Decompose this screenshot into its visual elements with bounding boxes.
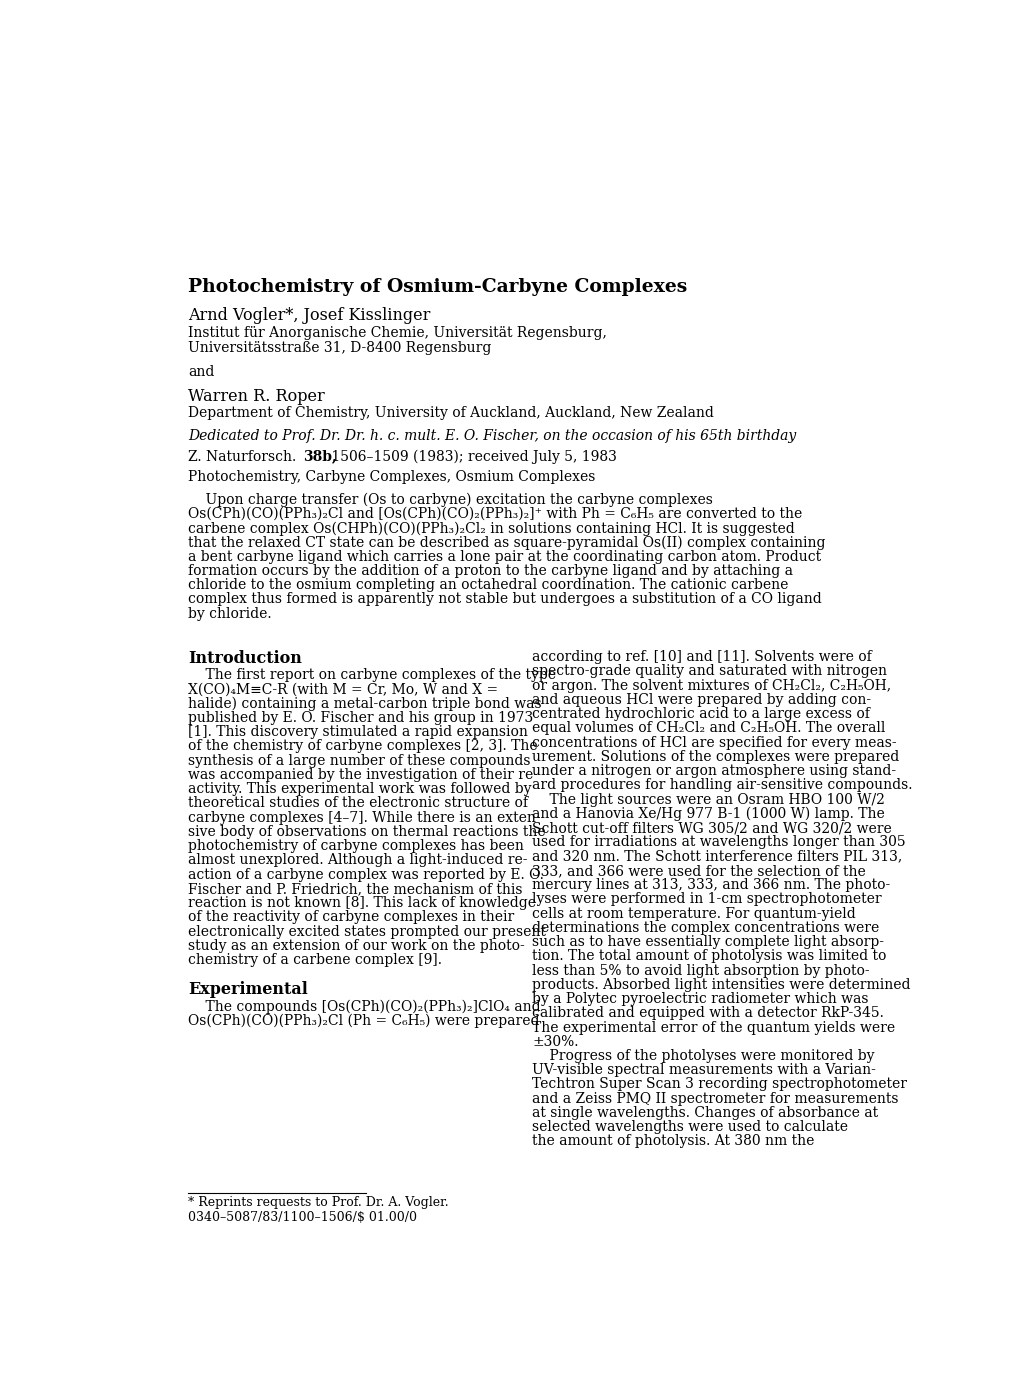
Text: The light sources were an Osram HBO 100 W/2: The light sources were an Osram HBO 100 … <box>532 792 884 806</box>
Text: activity. This experimental work was followed by: activity. This experimental work was fol… <box>187 783 531 796</box>
Text: photochemistry of carbyne complexes has been: photochemistry of carbyne complexes has … <box>187 839 524 853</box>
Text: Upon charge transfer (Os to carbyne) excitation the carbyne complexes: Upon charge transfer (Os to carbyne) exc… <box>187 493 712 507</box>
Text: by a Polytec pyroelectric radiometer which was: by a Polytec pyroelectric radiometer whi… <box>532 992 868 1006</box>
Text: that the relaxed CT state can be described as square-pyramidal Os(II) complex co: that the relaxed CT state can be describ… <box>187 536 824 550</box>
Text: formation occurs by the addition of a proton to the carbyne ligand and by attach: formation occurs by the addition of a pr… <box>187 564 792 578</box>
Text: Warren R. Roper: Warren R. Roper <box>187 388 324 406</box>
Text: The experimental error of the quantum yields were: The experimental error of the quantum yi… <box>532 1021 895 1035</box>
Text: UV-visible spectral measurements with a Varian-: UV-visible spectral measurements with a … <box>532 1064 875 1078</box>
Text: centrated hydrochloric acid to a large excess of: centrated hydrochloric acid to a large e… <box>532 708 869 722</box>
Text: The compounds [Os(CPh)(CO)₂(PPh₃)₂]ClO₄ and: The compounds [Os(CPh)(CO)₂(PPh₃)₂]ClO₄ … <box>187 1000 540 1014</box>
Text: and a Hanovia Xe/Hg 977 B-1 (1000 W) lamp. The: and a Hanovia Xe/Hg 977 B-1 (1000 W) lam… <box>532 807 884 821</box>
Text: under a nitrogen or argon atmosphere using stand-: under a nitrogen or argon atmosphere usi… <box>532 765 896 778</box>
Text: Experimental: Experimental <box>187 981 308 999</box>
Text: of the chemistry of carbyne complexes [2, 3]. The: of the chemistry of carbyne complexes [2… <box>187 740 537 753</box>
Text: Arnd Vogler*, Josef Kisslinger: Arnd Vogler*, Josef Kisslinger <box>187 307 430 324</box>
Text: lyses were performed in 1-cm spectrophotometer: lyses were performed in 1-cm spectrophot… <box>532 892 881 906</box>
Text: halide) containing a metal-carbon triple bond was: halide) containing a metal-carbon triple… <box>187 697 541 711</box>
Text: equal volumes of CH₂Cl₂ and C₂H₅OH. The overall: equal volumes of CH₂Cl₂ and C₂H₅OH. The … <box>532 722 884 735</box>
Text: The first report on carbyne complexes of the type: The first report on carbyne complexes of… <box>187 668 555 683</box>
Text: 1506–1509 (1983); received July 5, 1983: 1506–1509 (1983); received July 5, 1983 <box>327 450 616 464</box>
Text: calibrated and equipped with a detector RkP-345.: calibrated and equipped with a detector … <box>532 1007 883 1021</box>
Text: and a Zeiss PMQ II spectrometer for measurements: and a Zeiss PMQ II spectrometer for meas… <box>532 1091 898 1105</box>
Text: a bent carbyne ligand which carries a lone pair at the coordinating carbon atom.: a bent carbyne ligand which carries a lo… <box>187 550 820 564</box>
Text: Fischer and P. Friedrich, the mechanism of this: Fischer and P. Friedrich, the mechanism … <box>187 882 522 896</box>
Text: [1]. This discovery stimulated a rapid expansion: [1]. This discovery stimulated a rapid e… <box>187 726 527 740</box>
Text: ard procedures for handling air-sensitive compounds.: ard procedures for handling air-sensitiv… <box>532 778 912 792</box>
Text: Photochemistry, Carbyne Complexes, Osmium Complexes: Photochemistry, Carbyne Complexes, Osmiu… <box>187 470 595 483</box>
Text: 333, and 366 were used for the selection of the: 333, and 366 were used for the selection… <box>532 864 865 878</box>
Text: Os(CPh)(CO)(PPh₃)₂Cl and [Os(CPh)(CO)₂(PPh₃)₂]⁺ with Ph = C₆H₅ are converted to : Os(CPh)(CO)(PPh₃)₂Cl and [Os(CPh)(CO)₂(P… <box>187 507 801 521</box>
Text: Dedicated to Prof. Dr. Dr. h. c. mult. E. O. Fischer, on the occasion of his 65t: Dedicated to Prof. Dr. Dr. h. c. mult. E… <box>187 429 796 443</box>
Text: Schott cut-off filters WG 305/2 and WG 320/2 were: Schott cut-off filters WG 305/2 and WG 3… <box>532 821 892 835</box>
Text: complex thus formed is apparently not stable but undergoes a substitution of a C: complex thus formed is apparently not st… <box>187 593 821 607</box>
Text: selected wavelengths were used to calculate: selected wavelengths were used to calcul… <box>532 1120 848 1134</box>
Text: synthesis of a large number of these compounds: synthesis of a large number of these com… <box>187 753 530 767</box>
Text: chemistry of a carbene complex [9].: chemistry of a carbene complex [9]. <box>187 953 441 967</box>
Text: carbene complex Os(CHPh)(CO)(PPh₃)₂Cl₂ in solutions containing HCl. It is sugges: carbene complex Os(CHPh)(CO)(PPh₃)₂Cl₂ i… <box>187 521 794 536</box>
Text: 38b,: 38b, <box>303 450 336 464</box>
Text: Z. Naturforsch.: Z. Naturforsch. <box>187 450 301 464</box>
Text: chloride to the osmium completing an octahedral coordination. The cationic carbe: chloride to the osmium completing an oct… <box>187 578 788 593</box>
Text: products. Absorbed light intensities were determined: products. Absorbed light intensities wer… <box>532 978 910 992</box>
Text: Department of Chemistry, University of Auckland, Auckland, New Zealand: Department of Chemistry, University of A… <box>187 406 713 421</box>
Text: tion. The total amount of photolysis was limited to: tion. The total amount of photolysis was… <box>532 949 886 964</box>
Text: less than 5% to avoid light absorption by photo-: less than 5% to avoid light absorption b… <box>532 964 869 978</box>
Text: carbyne complexes [4–7]. While there is an exten-: carbyne complexes [4–7]. While there is … <box>187 810 540 824</box>
Text: Progress of the photolyses were monitored by: Progress of the photolyses were monitore… <box>532 1048 874 1064</box>
Text: Institut für Anorganische Chemie, Universität Regensburg,: Institut für Anorganische Chemie, Univer… <box>187 325 606 339</box>
Text: according to ref. [10] and [11]. Solvents were of: according to ref. [10] and [11]. Solvent… <box>532 650 871 665</box>
Text: action of a carbyne complex was reported by E. O.: action of a carbyne complex was reported… <box>187 867 543 882</box>
Text: X(CO)₄M≡C-R (with M = Cr, Mo, W and X =: X(CO)₄M≡C-R (with M = Cr, Mo, W and X = <box>187 683 497 697</box>
Text: the amount of photolysis. At 380 nm the: the amount of photolysis. At 380 nm the <box>532 1134 814 1148</box>
Text: study as an extension of our work on the photo-: study as an extension of our work on the… <box>187 939 524 953</box>
Text: used for irradiations at wavelengths longer than 305: used for irradiations at wavelengths lon… <box>532 835 905 849</box>
Text: Techtron Super Scan 3 recording spectrophotometer: Techtron Super Scan 3 recording spectrop… <box>532 1078 907 1091</box>
Text: Universitätsstraße 31, D-8400 Regensburg: Universitätsstraße 31, D-8400 Regensburg <box>187 341 491 355</box>
Text: such as to have essentially complete light absorp-: such as to have essentially complete lig… <box>532 935 883 949</box>
Text: reaction is not known [8]. This lack of knowledge: reaction is not known [8]. This lack of … <box>187 896 535 910</box>
Text: mercury lines at 313, 333, and 366 nm. The photo-: mercury lines at 313, 333, and 366 nm. T… <box>532 878 890 892</box>
Text: ±30%.: ±30%. <box>532 1035 579 1048</box>
Text: and: and <box>187 366 214 379</box>
Text: cells at room temperature. For quantum-yield: cells at room temperature. For quantum-y… <box>532 907 855 921</box>
Text: Photochemistry of Osmium-Carbyne Complexes: Photochemistry of Osmium-Carbyne Complex… <box>187 278 687 296</box>
Text: at single wavelengths. Changes of absorbance at: at single wavelengths. Changes of absorb… <box>532 1107 877 1120</box>
Text: of the reactivity of carbyne complexes in their: of the reactivity of carbyne complexes i… <box>187 910 514 924</box>
Text: Os(CPh)(CO)(PPh₃)₂Cl (Ph = C₆H₅) were prepared: Os(CPh)(CO)(PPh₃)₂Cl (Ph = C₆H₅) were pr… <box>187 1014 539 1028</box>
Text: published by E. O. Fischer and his group in 1973: published by E. O. Fischer and his group… <box>187 711 533 724</box>
Text: and aqueous HCl were prepared by adding con-: and aqueous HCl were prepared by adding … <box>532 692 870 706</box>
Text: concentrations of HCl are specified for every meas-: concentrations of HCl are specified for … <box>532 735 896 749</box>
Text: theoretical studies of the electronic structure of: theoretical studies of the electronic st… <box>187 796 528 810</box>
Text: determinations the complex concentrations were: determinations the complex concentration… <box>532 921 878 935</box>
Text: by chloride.: by chloride. <box>187 607 271 620</box>
Text: Introduction: Introduction <box>187 650 302 668</box>
Text: * Reprints requests to Prof. Dr. A. Vogler.: * Reprints requests to Prof. Dr. A. Vogl… <box>187 1195 448 1209</box>
Text: almost unexplored. Although a light-induced re-: almost unexplored. Although a light-indu… <box>187 853 527 867</box>
Text: spectro-grade quality and saturated with nitrogen: spectro-grade quality and saturated with… <box>532 665 887 679</box>
Text: electronically excited states prompted our present: electronically excited states prompted o… <box>187 925 545 939</box>
Text: urement. Solutions of the complexes were prepared: urement. Solutions of the complexes were… <box>532 749 899 765</box>
Text: sive body of observations on thermal reactions the: sive body of observations on thermal rea… <box>187 825 545 839</box>
Text: or argon. The solvent mixtures of CH₂Cl₂, C₂H₅OH,: or argon. The solvent mixtures of CH₂Cl₂… <box>532 679 891 692</box>
Text: 0340–5087/83/1100–1506/$ 01.00/0: 0340–5087/83/1100–1506/$ 01.00/0 <box>187 1210 417 1224</box>
Text: was accompanied by the investigation of their re-: was accompanied by the investigation of … <box>187 767 537 783</box>
Text: and 320 nm. The Schott interference filters PIL 313,: and 320 nm. The Schott interference filt… <box>532 849 902 864</box>
